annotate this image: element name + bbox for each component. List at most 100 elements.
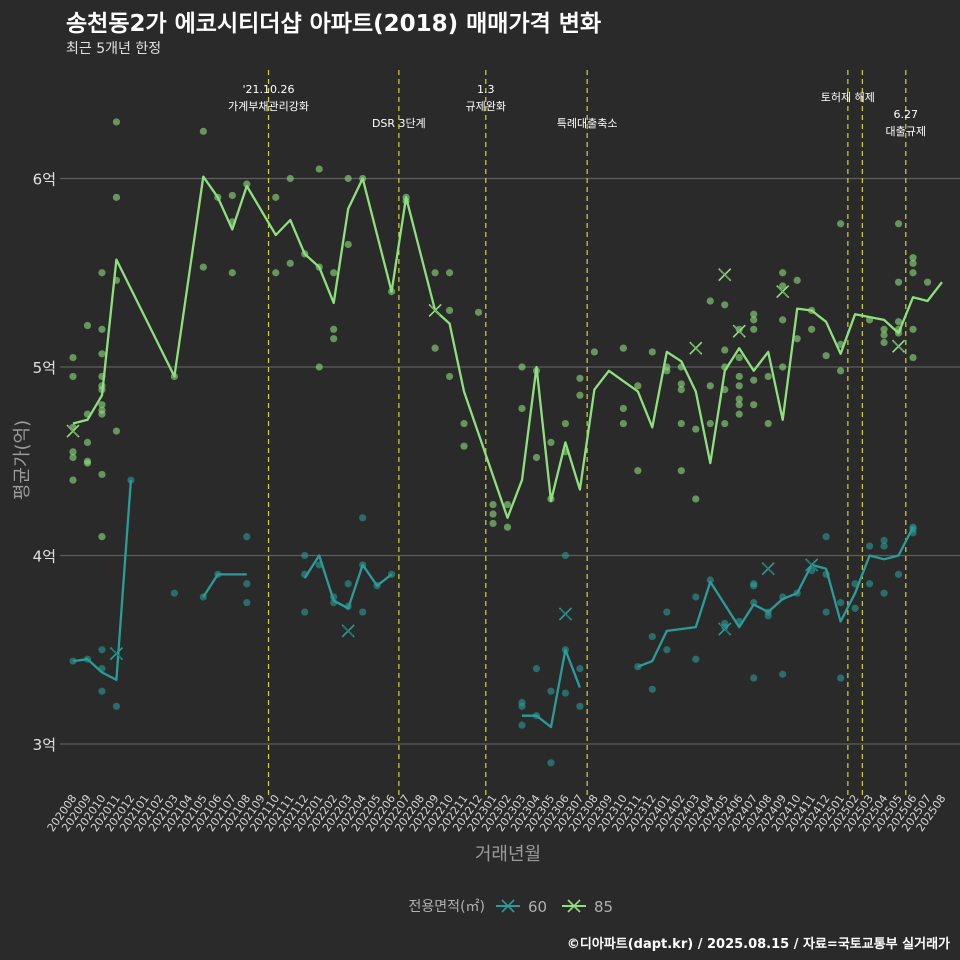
point-60 [547,759,555,767]
point-60 [359,608,367,616]
point-60 [692,655,700,663]
point-85 [98,325,106,333]
legend-cross [501,899,515,913]
point-60 [721,619,729,627]
legend-label: 60 [528,898,547,916]
point-85 [330,335,338,343]
point-85 [706,419,714,428]
point-85 [779,363,787,371]
point-85 [532,453,541,462]
point-85 [909,269,917,277]
point-60 [750,582,758,590]
cross-shadow [719,269,730,280]
point-85 [489,501,497,509]
point-60 [98,687,106,695]
line-60 [637,526,915,668]
point-60 [822,608,830,616]
cross-shadow [67,425,79,437]
line-60 [303,554,393,610]
point-85 [793,335,801,343]
cross-shadow [560,608,571,620]
point-85 [706,297,714,305]
line-85 [72,175,943,519]
cross-60 [761,562,775,576]
point-85 [272,193,280,201]
point-60 [243,580,251,588]
point-85 [69,476,77,484]
point-85 [315,363,323,371]
cross-shadow [342,625,354,637]
cross-shadow [111,648,122,659]
point-85 [112,427,121,435]
cross-60 [341,624,355,638]
point-85 [460,442,468,450]
point-85 [445,372,454,381]
point-60 [880,542,888,550]
x-axis: 2020082020092020102020112020122021012021… [45,792,949,834]
cross-85 [718,268,732,282]
point-60 [301,551,309,560]
point-85 [735,325,743,333]
point-85 [98,410,106,418]
event-label: '21.10.26 [243,83,295,96]
line-60 [202,573,247,598]
point-60 [112,702,121,710]
point-85 [330,325,338,333]
point-85 [721,301,729,309]
point-85 [98,350,106,358]
legend: 전용면적(㎡) 60 85 [409,898,614,916]
point-85 [69,353,77,362]
cross-shadow [429,305,441,316]
point-85 [228,269,236,277]
point-60 [561,551,570,560]
cross-85 [891,339,906,353]
point-60 [576,702,584,710]
point-85 [83,459,92,467]
point-85 [909,259,917,267]
point-60 [576,665,584,673]
cross-60 [109,646,124,661]
cross-60 [718,622,732,636]
legend-cross [567,899,581,913]
point-85 [677,467,685,475]
point-85 [199,263,207,271]
point-85 [894,318,903,326]
point-60 [518,721,526,729]
point-85 [721,419,729,428]
point-85 [648,348,656,356]
cross-shadow [690,342,701,354]
point-60 [127,476,135,484]
cross-85 [732,324,746,338]
point-85 [837,220,845,228]
point-85 [518,404,526,413]
point-60 [663,646,671,654]
point-85 [880,325,888,333]
chart-subtitle: 최근 5개년 한정 [66,41,162,57]
point-60 [894,570,903,578]
point-85 [750,376,758,384]
point-85 [518,363,526,371]
point-85 [344,240,352,249]
point-85 [503,501,512,509]
point-85 [112,118,121,126]
point-85 [503,523,512,531]
gridlines [60,177,960,745]
point-85 [272,269,280,277]
point-60 [648,685,656,693]
source-caption: ©디아파트(dapt.kr) / 2025.08.15 / 자료=국토교통부 실… [566,937,950,952]
point-85 [894,220,903,228]
cross-shadow [893,341,904,352]
point-85 [489,510,497,518]
point-60 [648,632,656,641]
point-60 [170,589,178,597]
cross-shadow [719,623,730,635]
point-85 [663,367,671,375]
point-60 [837,599,845,607]
point-85 [793,276,801,284]
point-85 [83,438,92,446]
point-60 [243,599,251,607]
point-85 [98,533,106,541]
point-85 [489,519,497,528]
